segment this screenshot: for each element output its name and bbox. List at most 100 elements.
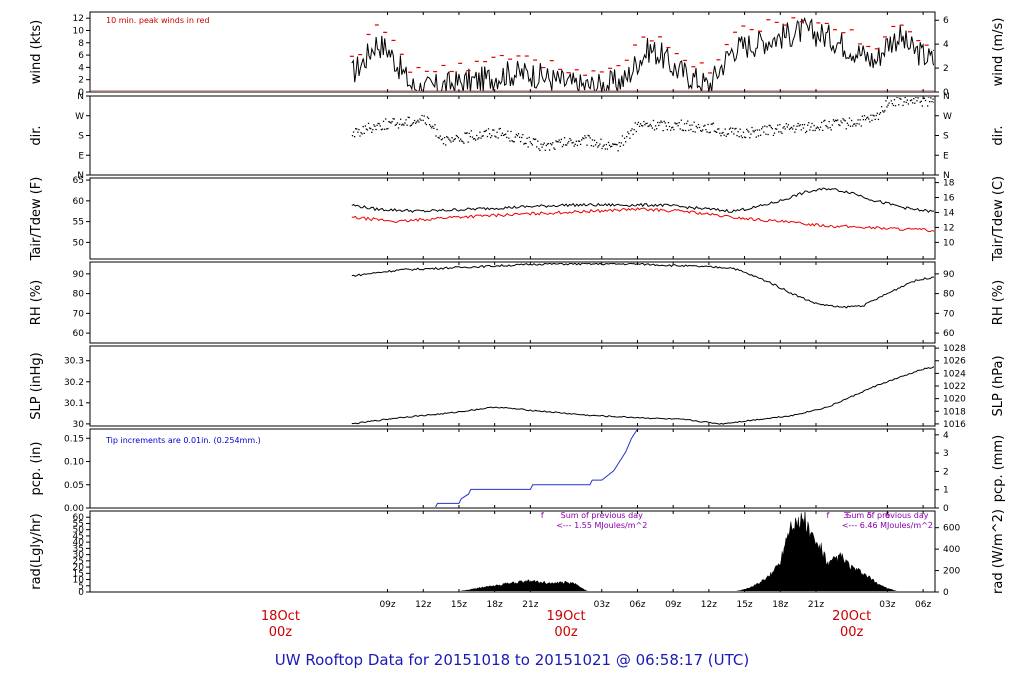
direction-point [905, 101, 907, 104]
direction-point [859, 119, 861, 121]
series-line-relative-humidity [351, 263, 934, 309]
direction-point [430, 125, 432, 128]
direction-point [895, 97, 898, 98]
direction-point [584, 135, 586, 137]
right-tick-label: S [943, 132, 949, 142]
direction-point [1015, 159, 1016, 160]
right-tick-label: 4 [943, 40, 949, 50]
direction-point [852, 125, 854, 127]
direction-point [793, 125, 795, 127]
direction-point [965, 112, 966, 113]
direction-point [410, 124, 413, 126]
y-label-left: pcp. (in) [29, 442, 44, 496]
direction-point [712, 122, 715, 124]
direction-point [646, 122, 648, 124]
direction-point [973, 128, 974, 129]
series-line-wind-speed [351, 16, 934, 91]
direction-point [990, 155, 991, 156]
panel-humidity: 60 70 80 90 60 70 80 90 RH (%) RH (%) [29, 261, 1006, 344]
direction-point [1005, 158, 1006, 159]
direction-point [1011, 165, 1012, 166]
date-label: 19Oct [547, 609, 586, 624]
direction-point [473, 138, 476, 140]
direction-point [468, 132, 470, 135]
direction-point [798, 125, 800, 127]
direction-point [628, 132, 630, 135]
y-label-left: rad(Lgly/hr) [29, 513, 44, 589]
direction-point [737, 131, 739, 133]
direction-point [499, 127, 501, 130]
direction-point [770, 126, 772, 129]
panel-frame [89, 510, 936, 593]
left-tick-label: 25 [73, 557, 84, 567]
direction-point [528, 136, 530, 139]
direction-point [1004, 159, 1005, 160]
left-tick-label: 30.3 [64, 357, 84, 367]
direction-point [786, 126, 789, 128]
right-tick-label: W [943, 112, 952, 122]
direction-point [422, 119, 424, 122]
direction-point [888, 102, 890, 104]
direction-point [875, 114, 877, 117]
direction-point [619, 145, 621, 147]
direction-point [887, 104, 889, 106]
direction-point [940, 97, 941, 98]
direction-point [570, 139, 572, 141]
direction-point [479, 131, 481, 133]
direction-point [696, 127, 699, 129]
direction-point [764, 125, 766, 127]
direction-point [983, 140, 984, 141]
direction-point [551, 144, 553, 146]
direction-point [761, 128, 763, 130]
direction-point [780, 131, 782, 133]
direction-point [751, 126, 753, 129]
direction-point [854, 123, 856, 125]
direction-point [530, 142, 533, 145]
y-label-right: RH (%) [991, 280, 1006, 325]
direction-point [883, 111, 885, 113]
direction-point [763, 131, 765, 133]
direction-point [391, 120, 393, 123]
direction-point [703, 125, 705, 127]
direction-point [538, 148, 540, 150]
day-marker: 6 [885, 511, 890, 520]
direction-point [831, 124, 833, 126]
direction-point [503, 134, 506, 136]
right-tick-label: 0 [943, 504, 949, 514]
left-tick-label: 0 [78, 588, 84, 598]
direction-point [448, 138, 450, 140]
panel-frame [89, 261, 936, 344]
direction-point [1014, 159, 1015, 160]
direction-point [523, 143, 525, 145]
radiation-annotation: <--- 1.55 MJoules/m^2 [556, 521, 647, 530]
direction-point [605, 143, 607, 146]
direction-point [495, 136, 497, 138]
direction-point [857, 119, 859, 121]
direction-point [829, 126, 831, 129]
direction-point [514, 136, 516, 138]
direction-point [494, 135, 496, 137]
left-tick-label: 35 [73, 544, 84, 554]
direction-point [454, 138, 456, 140]
direction-point [552, 142, 554, 144]
direction-point [819, 126, 822, 128]
right-tick-label: 14 [943, 208, 955, 218]
direction-point [723, 134, 725, 136]
direction-point [893, 99, 896, 101]
y-label-right: SLP (hPa) [991, 355, 1006, 416]
y-label-left: Tair/Tdew (F) [29, 177, 44, 262]
direction-point [579, 143, 582, 146]
direction-point [596, 141, 598, 144]
direction-point [426, 116, 429, 118]
direction-point [989, 152, 990, 153]
direction-point [405, 119, 407, 121]
direction-point [469, 135, 471, 138]
direction-point [870, 114, 872, 116]
direction-point [420, 119, 422, 121]
direction-point [717, 128, 719, 130]
radiation-annotation: Sum of previous day [561, 511, 643, 520]
plot-title: UW Rooftop Data for 20151018 to 20151021… [275, 651, 749, 669]
direction-point [566, 144, 568, 146]
direction-point [553, 147, 555, 149]
direction-point [424, 122, 426, 124]
